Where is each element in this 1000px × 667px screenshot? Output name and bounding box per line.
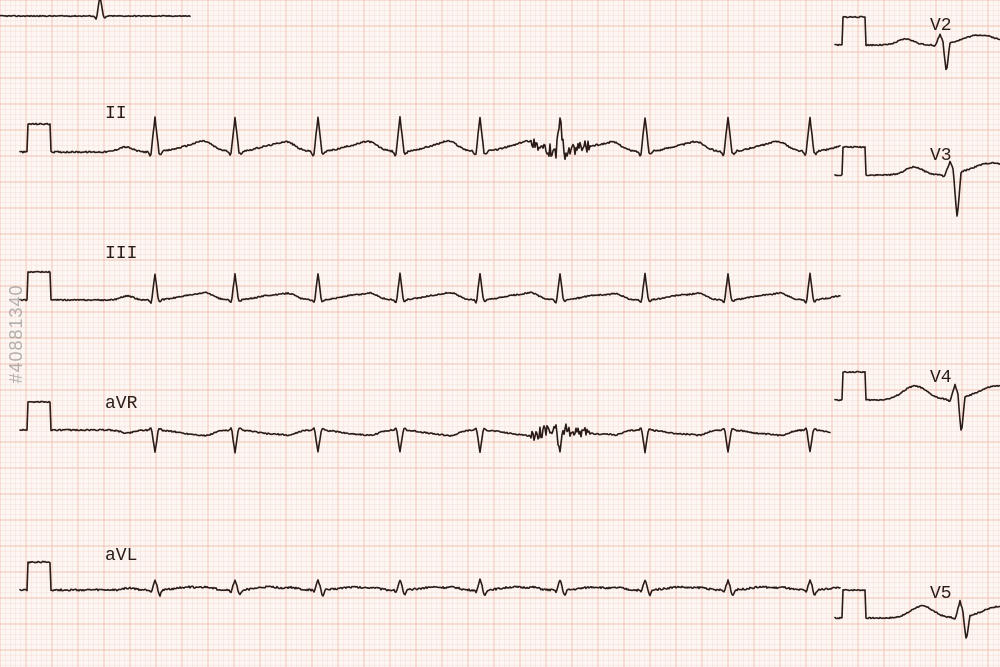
- lead-label-aVL: aVL: [105, 546, 137, 566]
- lead-label-III: III: [105, 244, 137, 264]
- watermark: #40881340: [6, 284, 27, 383]
- lead-label-V4: V4: [930, 368, 952, 388]
- lead-label-V2: V2: [930, 16, 952, 36]
- ecg-svg: IIIIIaVRaVLV2V3V4V5: [0, 0, 1000, 667]
- lead-label-aVR: aVR: [105, 394, 138, 414]
- lead-label-II: II: [105, 104, 127, 124]
- ecg-stage: IIIIIaVRaVLV2V3V4V5 #40881340: [0, 0, 1000, 667]
- lead-label-V5: V5: [930, 584, 952, 604]
- lead-label-V3: V3: [930, 146, 952, 166]
